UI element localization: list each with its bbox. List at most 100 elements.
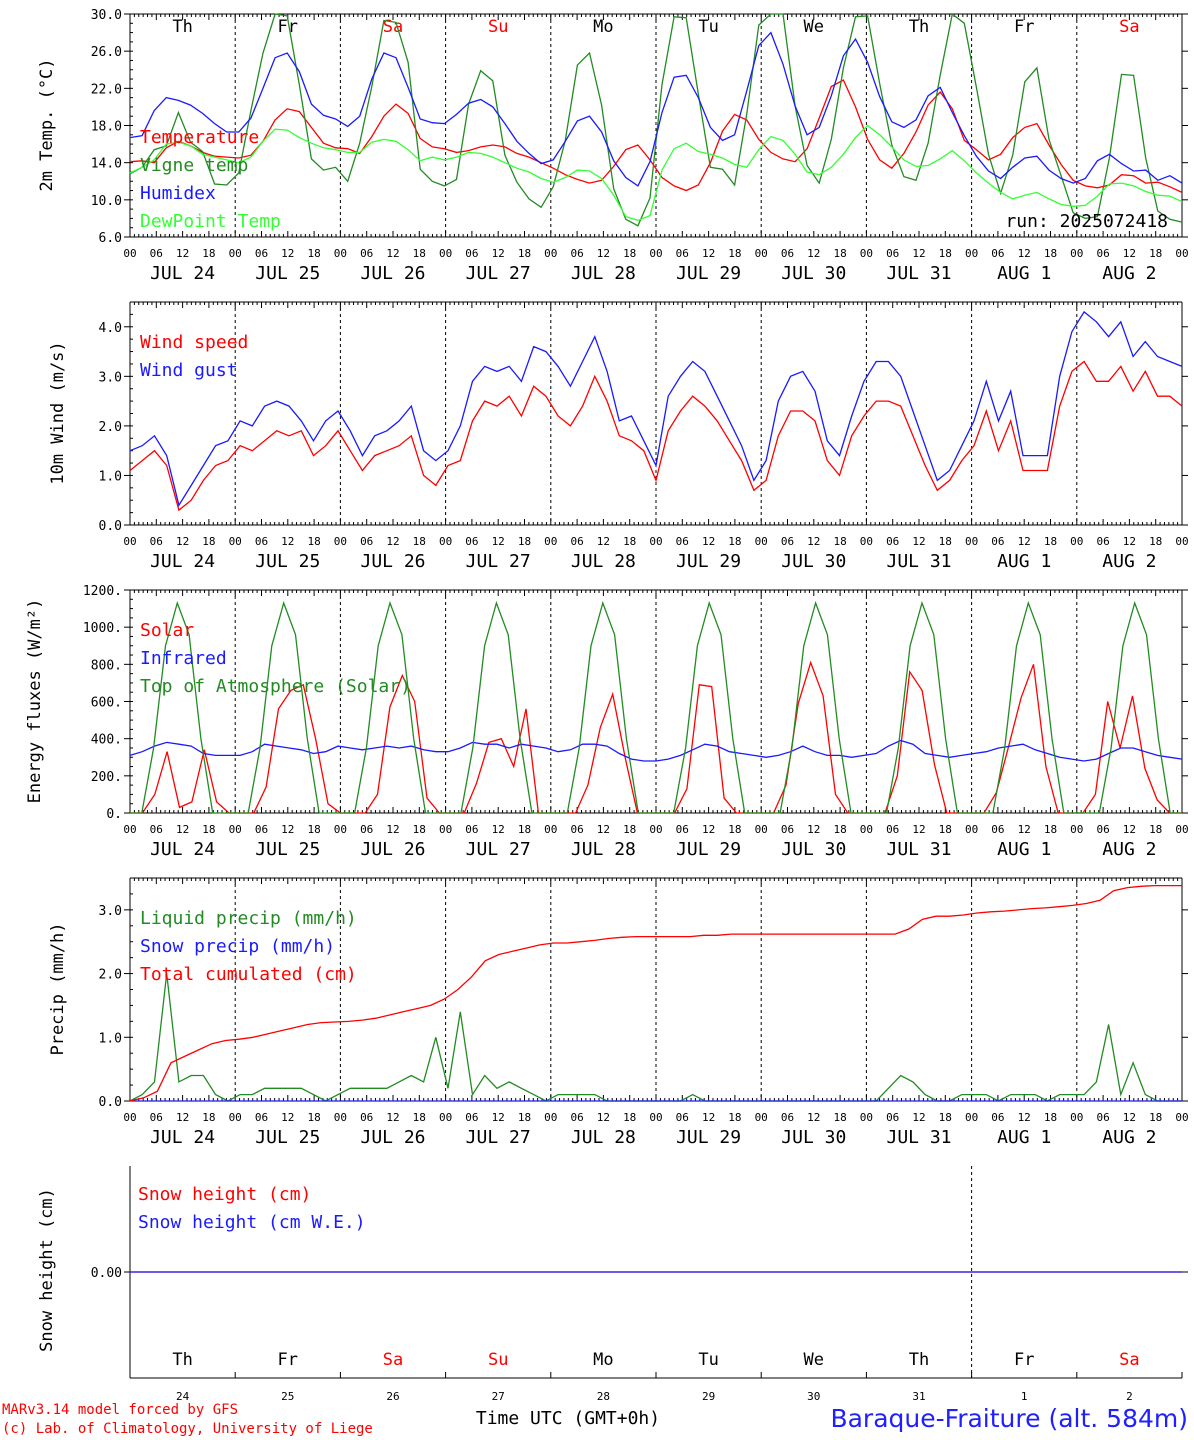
- hour-tick-label: 06: [150, 535, 163, 548]
- hour-tick-label: 12: [1018, 535, 1031, 548]
- hour-tick-label: 12: [702, 247, 715, 260]
- hour-tick-label: 12: [912, 1111, 925, 1124]
- hour-tick-label: 18: [1044, 535, 1057, 548]
- hour-tick-label: 06: [886, 535, 899, 548]
- hour-tick-label: 12: [597, 1111, 610, 1124]
- y-tick-label: 1000.: [83, 621, 122, 636]
- hour-tick-label: 00: [860, 1111, 873, 1124]
- hour-tick-label: 00: [649, 823, 662, 836]
- hour-tick-label: 12: [176, 823, 189, 836]
- day-of-week-label: Sa: [383, 1350, 403, 1370]
- footer-station-label: Baraque-Fraiture (alt. 584m): [830, 1404, 1188, 1433]
- hour-tick-label: 00: [544, 247, 557, 260]
- hour-tick-label: 06: [1096, 1111, 1109, 1124]
- energy-plot-area: 0. 200. 400. 600. 800. 1000. 1200. 00 06 12 18 JUL …: [83, 584, 1189, 860]
- day-of-week-label: Fr: [1014, 1350, 1034, 1370]
- hour-tick-label: 06: [886, 1111, 899, 1124]
- day-of-week-label: We: [804, 17, 824, 37]
- hour-tick-label: 12: [176, 1111, 189, 1124]
- hour-tick-label: 00: [755, 247, 768, 260]
- hour-tick-label: 18: [623, 1111, 636, 1124]
- date-label: JUL 26: [360, 1127, 425, 1148]
- hour-tick-label: 00: [860, 247, 873, 260]
- hour-tick-label: 12: [176, 535, 189, 548]
- y-tick-label: 0.00: [91, 1266, 122, 1281]
- hour-tick-label: 12: [912, 535, 925, 548]
- y-tick-label: 14.0: [91, 157, 122, 172]
- hour-tick-label: 18: [939, 1111, 952, 1124]
- hour-tick-label: 12: [1018, 247, 1031, 260]
- hour-tick-label: 12: [807, 1111, 820, 1124]
- day-number-label: 29: [702, 1390, 715, 1403]
- y-tick-label: 10.0: [91, 194, 122, 209]
- precip-y-axis-label: Precip (mm/h): [48, 922, 68, 1055]
- hour-tick-label: 06: [991, 247, 1004, 260]
- day-number-label: 1: [1021, 1390, 1028, 1403]
- temperature-plot-area: 6.0 10.0 14.0 18.0 22.0 26.0 30.0 00 06 12 18 JUL 2…: [91, 8, 1189, 284]
- hour-tick-label: 06: [781, 823, 794, 836]
- hour-tick-label: 12: [702, 535, 715, 548]
- hour-tick-label: 00: [544, 535, 557, 548]
- hour-tick-label: 12: [386, 1111, 399, 1124]
- hour-tick-label: 18: [1149, 247, 1162, 260]
- date-label: JUL 31: [886, 839, 951, 860]
- hour-tick-label: 12: [702, 1111, 715, 1124]
- hour-tick-label: 00: [123, 247, 136, 260]
- day-of-week-label: Th: [909, 17, 929, 37]
- hour-tick-label: 18: [1044, 1111, 1057, 1124]
- date-label: JUL 26: [360, 839, 425, 860]
- date-label: JUL 25: [255, 263, 320, 284]
- hour-tick-label: 18: [1149, 823, 1162, 836]
- temperature-panel: 6.0 10.0 14.0 18.0 22.0 26.0 30.0 00 06 12 18 JUL 2…: [37, 8, 1189, 284]
- hour-tick-label: 00: [123, 823, 136, 836]
- day-number-label: 30: [807, 1390, 820, 1403]
- hour-tick-label: 12: [597, 247, 610, 260]
- hour-tick-label: 18: [518, 1111, 531, 1124]
- legend-liquid-precip: Liquid precip (mm/h): [140, 908, 357, 929]
- y-tick-label: 2.0: [99, 968, 122, 983]
- hour-tick-label: 00: [755, 1111, 768, 1124]
- date-label: JUL 29: [676, 839, 741, 860]
- hour-tick-label: 00: [649, 1111, 662, 1124]
- date-label: JUL 28: [571, 263, 636, 284]
- legend-snow-height: Snow height (cm): [138, 1184, 311, 1205]
- hour-tick-label: 18: [833, 1111, 846, 1124]
- hour-tick-label: 18: [307, 535, 320, 548]
- hour-tick-label: 00: [1175, 823, 1188, 836]
- temperature-y-axis-label: 2m Temp. (°C): [37, 58, 57, 191]
- hour-tick-label: 12: [281, 823, 294, 836]
- hour-tick-label: 06: [676, 247, 689, 260]
- footer: MARv3.14 model forced by GFS (c) Lab. of…: [2, 1402, 1188, 1437]
- wind-panel: 0.0 1.0 2.0 3.0 4.0 00 06 12 18 JUL 24 00 06 12 18 JUL…: [48, 301, 1189, 572]
- hour-tick-label: 06: [676, 1111, 689, 1124]
- hour-tick-label: 06: [676, 535, 689, 548]
- hour-tick-label: 00: [544, 823, 557, 836]
- legend-wind-speed: Wind speed: [140, 332, 248, 353]
- hour-tick-label: 12: [1123, 1111, 1136, 1124]
- y-tick-label: 0.0: [99, 1095, 122, 1110]
- date-label: JUL 31: [886, 263, 951, 284]
- hour-tick-label: 00: [1175, 1111, 1188, 1124]
- date-label: JUL 27: [466, 1127, 531, 1148]
- hour-tick-label: 06: [570, 247, 583, 260]
- hour-tick-label: 12: [386, 823, 399, 836]
- day-of-week-label: Tu: [698, 17, 718, 37]
- hour-tick-label: 18: [728, 823, 741, 836]
- hour-tick-label: 18: [939, 823, 952, 836]
- hour-tick-label: 06: [255, 1111, 268, 1124]
- date-label: AUG 1: [997, 263, 1051, 284]
- date-label: AUG 1: [997, 839, 1051, 860]
- hour-tick-label: 18: [1044, 823, 1057, 836]
- hour-tick-label: 12: [912, 247, 925, 260]
- hour-tick-label: 18: [728, 535, 741, 548]
- snow-panel: 0.00 Th 24 Fr 25 Sa 26 Su 27 Mo 28 Tu 29 We 30 Th 31 Fr 1 S…: [37, 1166, 1188, 1403]
- hour-tick-label: 00: [439, 535, 452, 548]
- hour-tick-label: 18: [518, 823, 531, 836]
- y-tick-label: 200.: [91, 770, 122, 785]
- hour-tick-label: 06: [886, 823, 899, 836]
- day-of-week-label: Sa: [383, 17, 403, 37]
- legend-vigne-temp: Vigne temp: [140, 155, 248, 176]
- date-label: JUL 29: [676, 1127, 741, 1148]
- y-tick-label: 3.0: [99, 370, 122, 385]
- hour-tick-label: 06: [1096, 247, 1109, 260]
